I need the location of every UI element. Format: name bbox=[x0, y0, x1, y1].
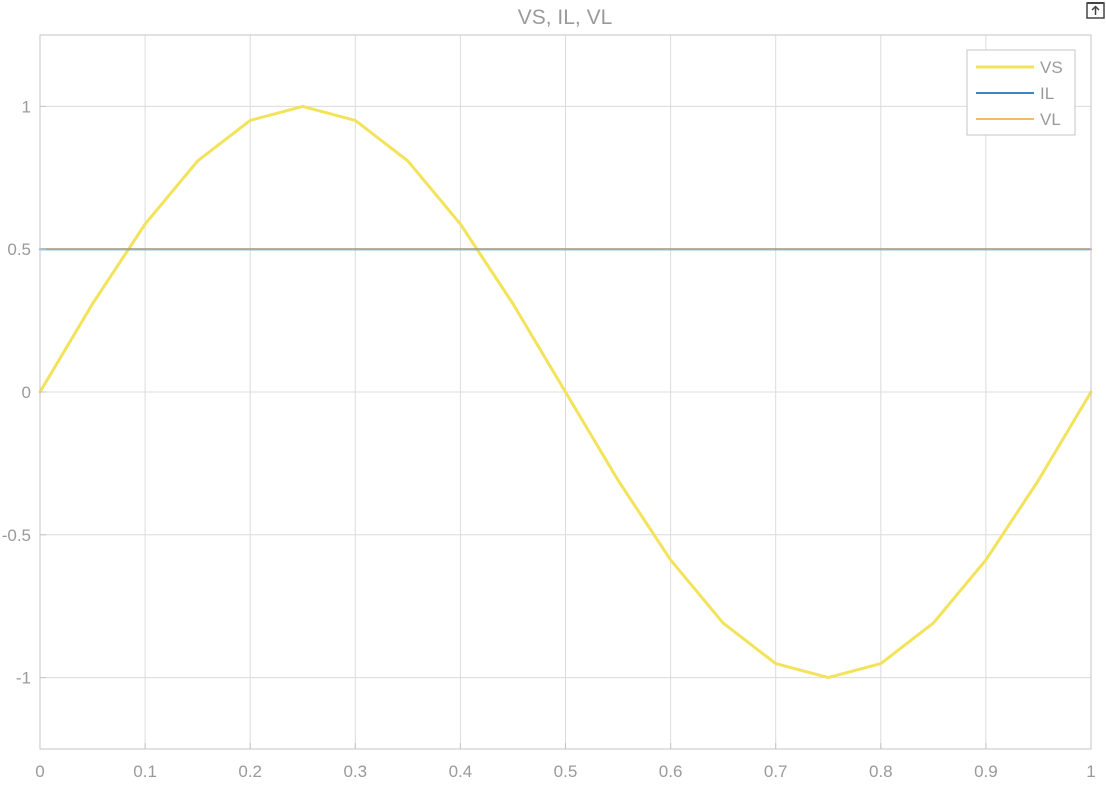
legend[interactable]: VS IL VL bbox=[966, 49, 1076, 136]
y-tick-label: -0.5 bbox=[2, 526, 31, 545]
x-tick-label: 0.9 bbox=[974, 762, 998, 781]
x-tick-label: 0.1 bbox=[133, 762, 157, 781]
x-tick-label: 0.8 bbox=[869, 762, 893, 781]
x-tick-label: 0 bbox=[35, 762, 44, 781]
series-vs-line bbox=[38, 104, 1093, 680]
x-tick-label: 0.3 bbox=[343, 762, 367, 781]
legend-label-vs: VS bbox=[1040, 58, 1063, 77]
x-tick-label: 0.7 bbox=[764, 762, 788, 781]
x-tick-label: 0.6 bbox=[659, 762, 683, 781]
legend-label-vl: VL bbox=[1040, 110, 1061, 129]
x-tick-label: 1 bbox=[1086, 762, 1095, 781]
chart-title: VS, IL, VL bbox=[518, 6, 613, 29]
x-tick-label: 0.4 bbox=[449, 762, 473, 781]
x-tick-label: 0.2 bbox=[238, 762, 262, 781]
y-tick-label: 1 bbox=[22, 97, 31, 116]
plot-area bbox=[38, 104, 1093, 680]
x-tick-label: 0.5 bbox=[554, 762, 578, 781]
export-icon[interactable] bbox=[1086, 0, 1106, 20]
x-axis: 0 0.1 0.2 0.3 0.4 0.5 0.6 0.7 0.8 0.9 1 bbox=[35, 743, 1096, 781]
y-tick-label: -1 bbox=[16, 669, 31, 688]
y-axis: -1 -0.5 0 0.5 1 bbox=[2, 97, 46, 688]
legend-label-il: IL bbox=[1040, 84, 1054, 103]
y-tick-label: 0 bbox=[22, 383, 31, 402]
y-tick-label: 0.5 bbox=[7, 240, 31, 259]
